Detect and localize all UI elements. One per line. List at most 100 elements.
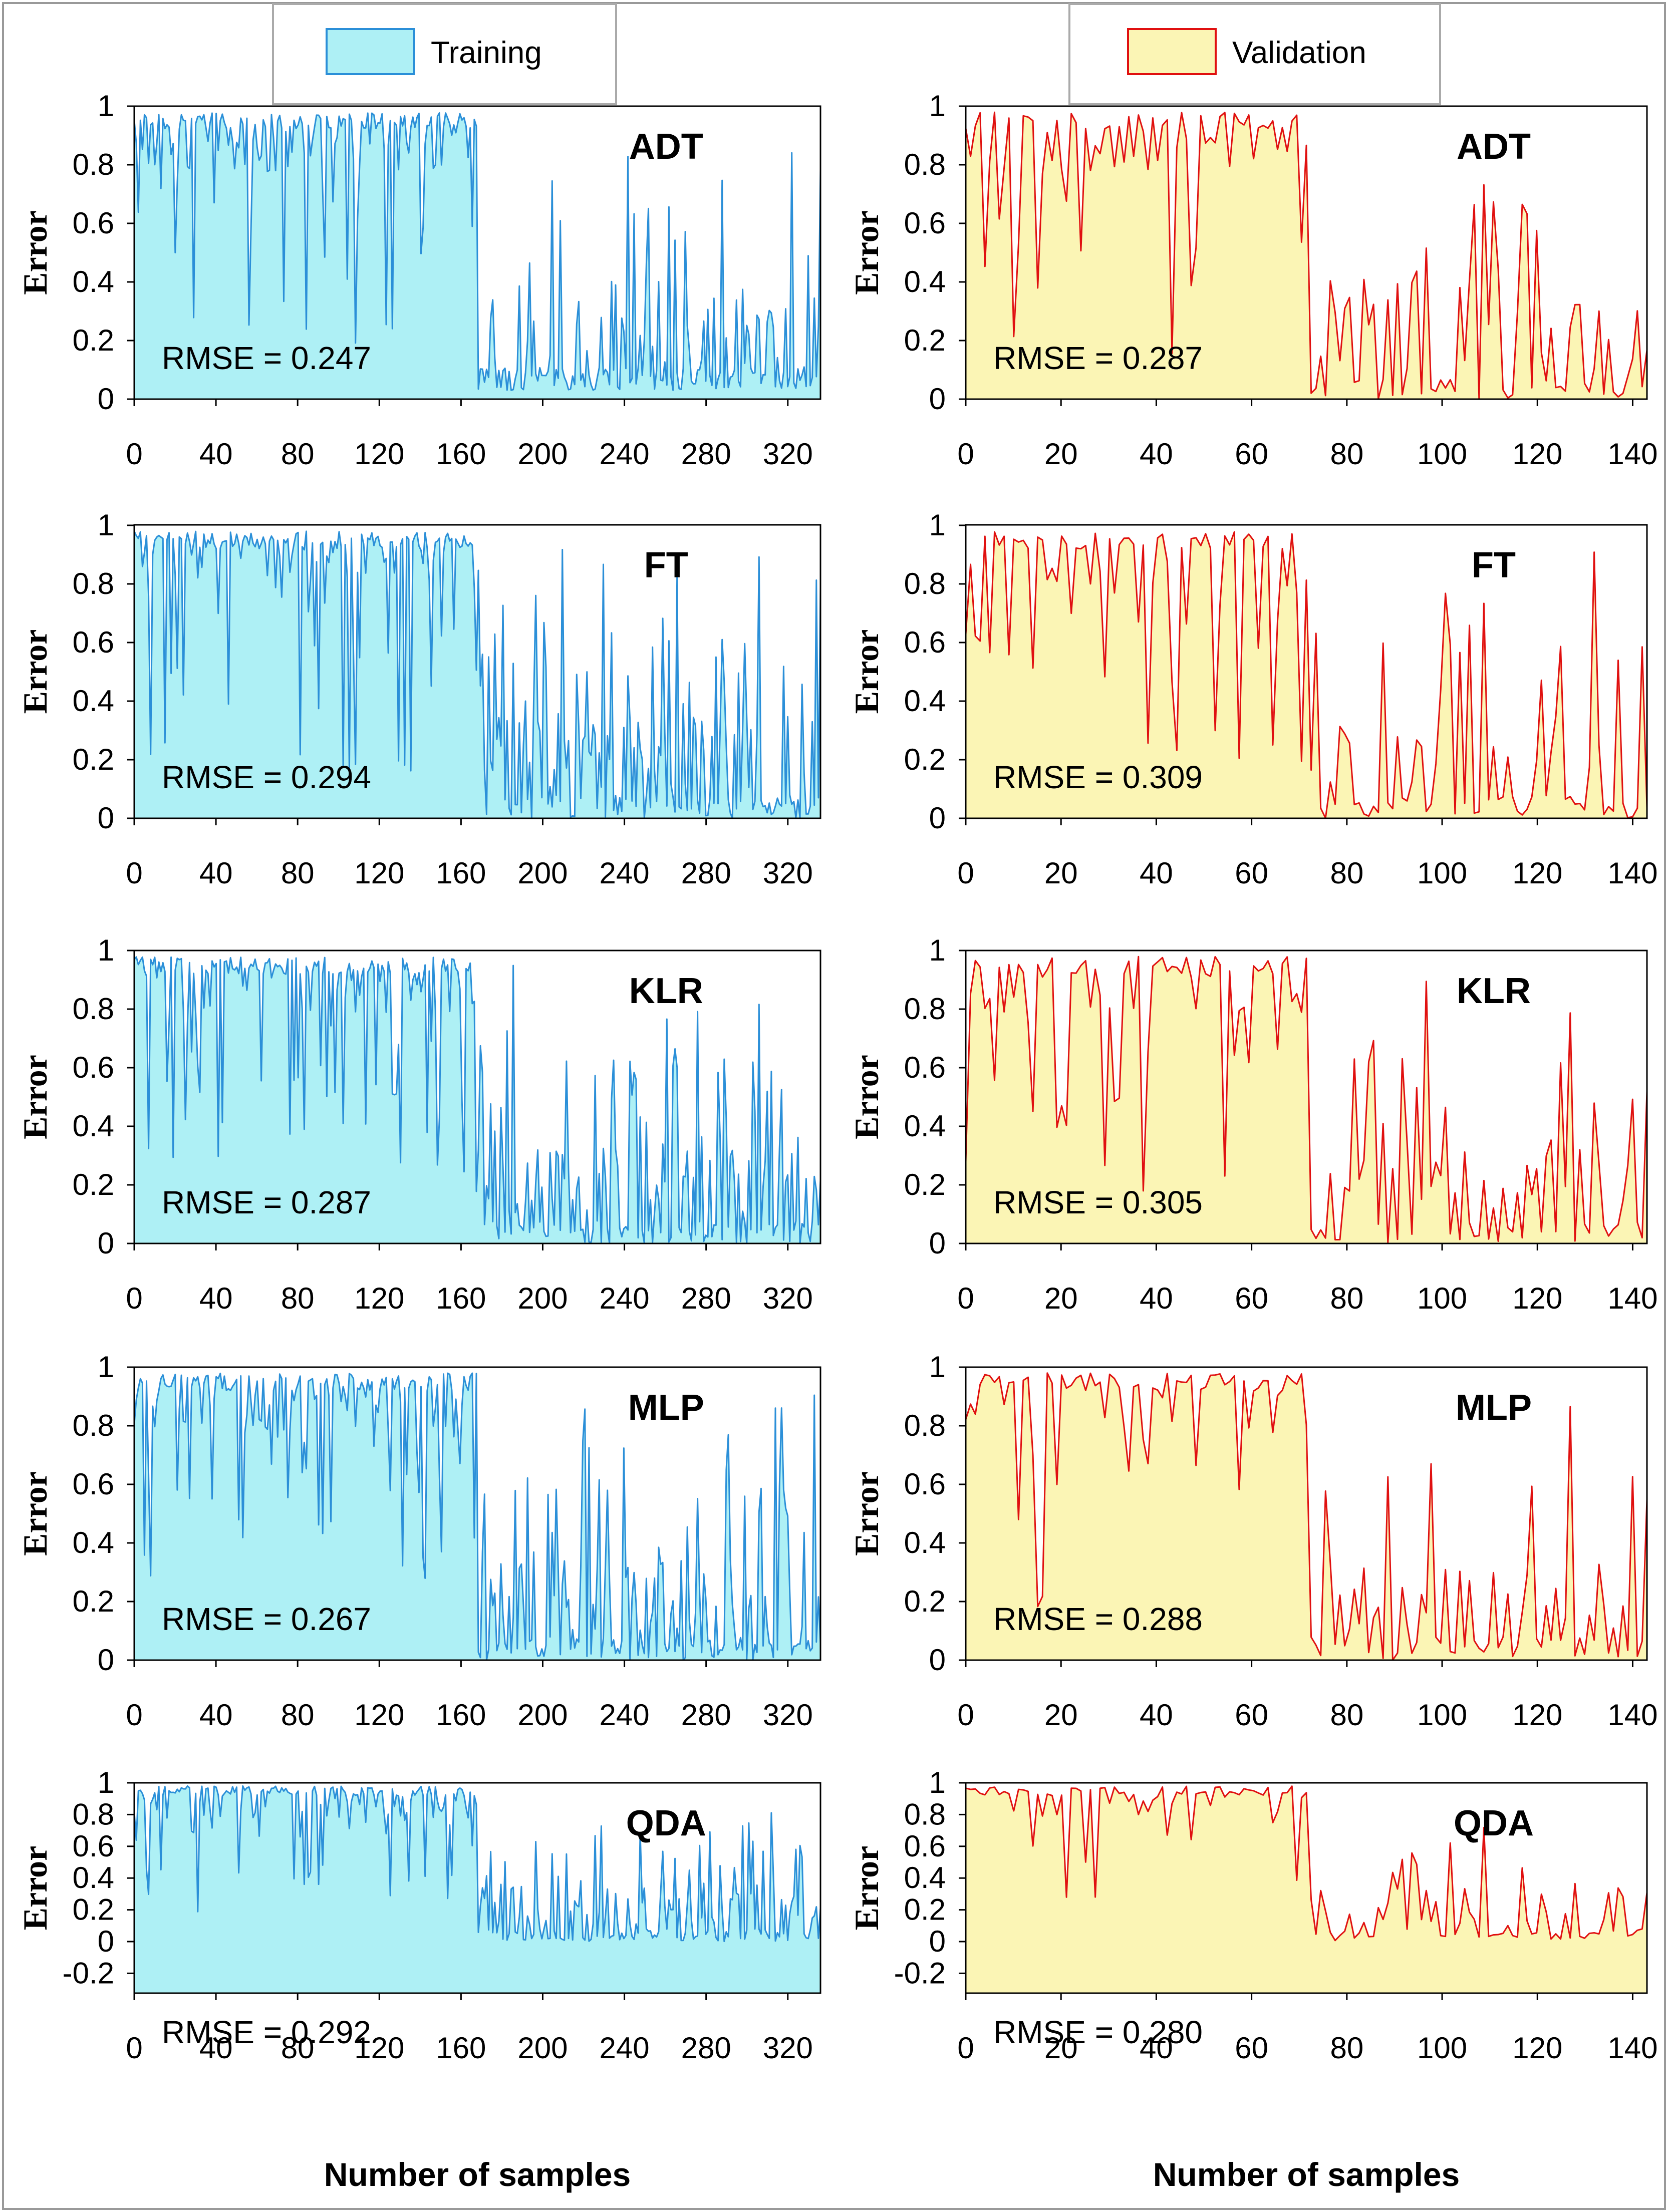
x-tick-label: 240 [600, 1282, 650, 1315]
x-tick-label: 100 [1417, 2031, 1467, 2065]
y-tick-label: 0.2 [904, 324, 946, 357]
x-tick-label: 0 [957, 1698, 974, 1732]
y-tick-label: -0.2 [63, 1956, 114, 1990]
y-tick-label: 0.6 [904, 1051, 946, 1084]
plot-frame [965, 1782, 1648, 1994]
x-tick-label: 160 [436, 856, 486, 890]
x-tick-label: 320 [763, 1698, 813, 1732]
y-axis-label: Error [16, 1471, 54, 1556]
series-line [965, 531, 1648, 819]
y-tick-label: 0.8 [73, 992, 114, 1026]
rmse-label: RMSE = 0.309 [993, 759, 1203, 795]
x-tick-label: 40 [199, 2031, 233, 2065]
y-tick-label: 0.2 [904, 1168, 946, 1201]
y-axis-label: Error [16, 1846, 54, 1931]
x-tick-label: 140 [1607, 856, 1657, 890]
y-tick-label: 0.4 [904, 1526, 946, 1559]
y-tick-label: 0.8 [73, 1797, 114, 1831]
plot-frame [133, 950, 821, 1244]
y-tick-label: 0 [929, 1226, 946, 1260]
y-tick-label: 0.8 [73, 567, 114, 600]
x-tick-label: 40 [199, 1698, 233, 1732]
series-line [133, 1372, 821, 1661]
x-tick-label: 40 [1140, 1698, 1173, 1732]
panel-validation-adt: 0 0.2 0.4 0.6 0.8 1 0 20 40 60 80 100 120 140 Error ADT… [848, 89, 1658, 471]
series-area [966, 1373, 1647, 1660]
x-axis-label: Number of samples [324, 2156, 631, 2193]
series-area [966, 1786, 1647, 1993]
rmse-label: RMSE = 0.294 [162, 759, 371, 795]
panel-validation-qda: -0.200.20.40.60.810 20 40 60 80 100 120 140Erro… [848, 1766, 1658, 2193]
x-tick-label: 320 [763, 856, 813, 890]
plot-frame [133, 1366, 821, 1661]
x-tick-label: 120 [1512, 1282, 1562, 1315]
x-tick-label: 80 [281, 2031, 315, 2065]
y-tick-label: 0.2 [73, 743, 114, 776]
series-area [134, 531, 820, 818]
x-tick-label: 240 [600, 856, 650, 890]
panel-training-mlp: 0 0.2 0.4 0.6 0.8 1 0 40 80 120 160 200 240 280 320 Err… [16, 1350, 821, 1732]
x-tick-label: 80 [281, 1698, 315, 1732]
y-axis-label: Error [848, 629, 886, 714]
x-tick-label: 80 [1330, 437, 1363, 471]
legend-validation-label: Validation [1232, 36, 1366, 70]
x-tick-label: 120 [354, 437, 404, 471]
x-tick-label: 240 [600, 1698, 650, 1732]
x-tick-label: 80 [1330, 2031, 1363, 2065]
y-tick-label: 0.8 [904, 567, 946, 600]
plot-frame [133, 524, 821, 819]
y-tick-label: 0.4 [73, 1861, 114, 1894]
rmse-label: RMSE = 0.247 [162, 340, 371, 376]
rmse-label: RMSE = 0.287 [993, 340, 1203, 376]
plot-frame [965, 950, 1648, 1244]
x-tick-label: 0 [126, 1282, 142, 1315]
x-tick-label: 60 [1235, 437, 1268, 471]
model-label: QDA [626, 1803, 706, 1843]
y-tick-label: 0.6 [904, 1467, 946, 1501]
y-tick-label: 0.6 [73, 625, 114, 659]
y-tick-label: 0.4 [904, 684, 946, 718]
x-tick-label: 0 [957, 1282, 974, 1315]
y-tick-label: 1 [98, 1350, 114, 1384]
y-tick-label: 0 [929, 801, 946, 835]
panel-training-klr: 0 0.2 0.4 0.6 0.8 1 0 40 80 120 160 200 240 280 320 Err… [16, 933, 821, 1315]
plot-frame [965, 1366, 1648, 1661]
y-tick-label: 0.8 [904, 1797, 946, 1831]
x-tick-label: 40 [199, 856, 233, 890]
y-tick-label: 1 [929, 89, 946, 123]
y-tick-label: 0.2 [73, 1168, 114, 1201]
y-tick-label: 0 [929, 1925, 946, 1958]
y-axis-label: Error [848, 1471, 886, 1556]
x-tick-label: 100 [1417, 856, 1467, 890]
y-tick-label: 1 [98, 508, 114, 542]
model-label: ADT [629, 127, 703, 167]
x-tick-label: 40 [1140, 437, 1173, 471]
x-tick-label: 140 [1607, 1282, 1657, 1315]
x-tick-label: 120 [1512, 856, 1562, 890]
y-axis-label: Error [16, 1055, 54, 1139]
y-tick-label: 0.6 [904, 1829, 946, 1863]
x-tick-label: 200 [517, 2031, 568, 2065]
series-line [965, 111, 1648, 400]
x-tick-label: 160 [436, 1282, 486, 1315]
x-tick-label: 0 [957, 437, 974, 471]
panel-validation-ft: 0 0.2 0.4 0.6 0.8 1 0 20 40 60 80 100 120 140 Error FT R… [848, 508, 1658, 890]
series-line [133, 530, 821, 819]
model-label: FT [644, 545, 688, 585]
y-tick-label: 0.4 [904, 1109, 946, 1143]
x-tick-label: 200 [517, 1698, 568, 1732]
plot-frame [965, 524, 1648, 819]
rmse-label: RMSE = 0.280 [993, 2014, 1203, 2050]
x-tick-label: 80 [1330, 856, 1363, 890]
x-tick-label: 200 [517, 1282, 568, 1315]
rmse-label: RMSE = 0.287 [162, 1184, 371, 1220]
x-tick-label: 20 [1044, 856, 1078, 890]
y-tick-label: 1 [929, 933, 946, 967]
y-tick-label: 0.6 [904, 206, 946, 240]
series-area [966, 957, 1647, 1243]
x-tick-label: 240 [600, 2031, 650, 2065]
x-tick-label: 80 [1330, 1282, 1363, 1315]
y-tick-label: 0.8 [73, 1409, 114, 1442]
legend-validation: Validation [1068, 3, 1441, 105]
x-tick-label: 140 [1607, 1698, 1657, 1732]
